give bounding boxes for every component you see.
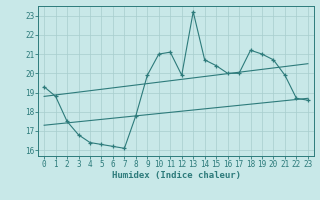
X-axis label: Humidex (Indice chaleur): Humidex (Indice chaleur) [111,171,241,180]
